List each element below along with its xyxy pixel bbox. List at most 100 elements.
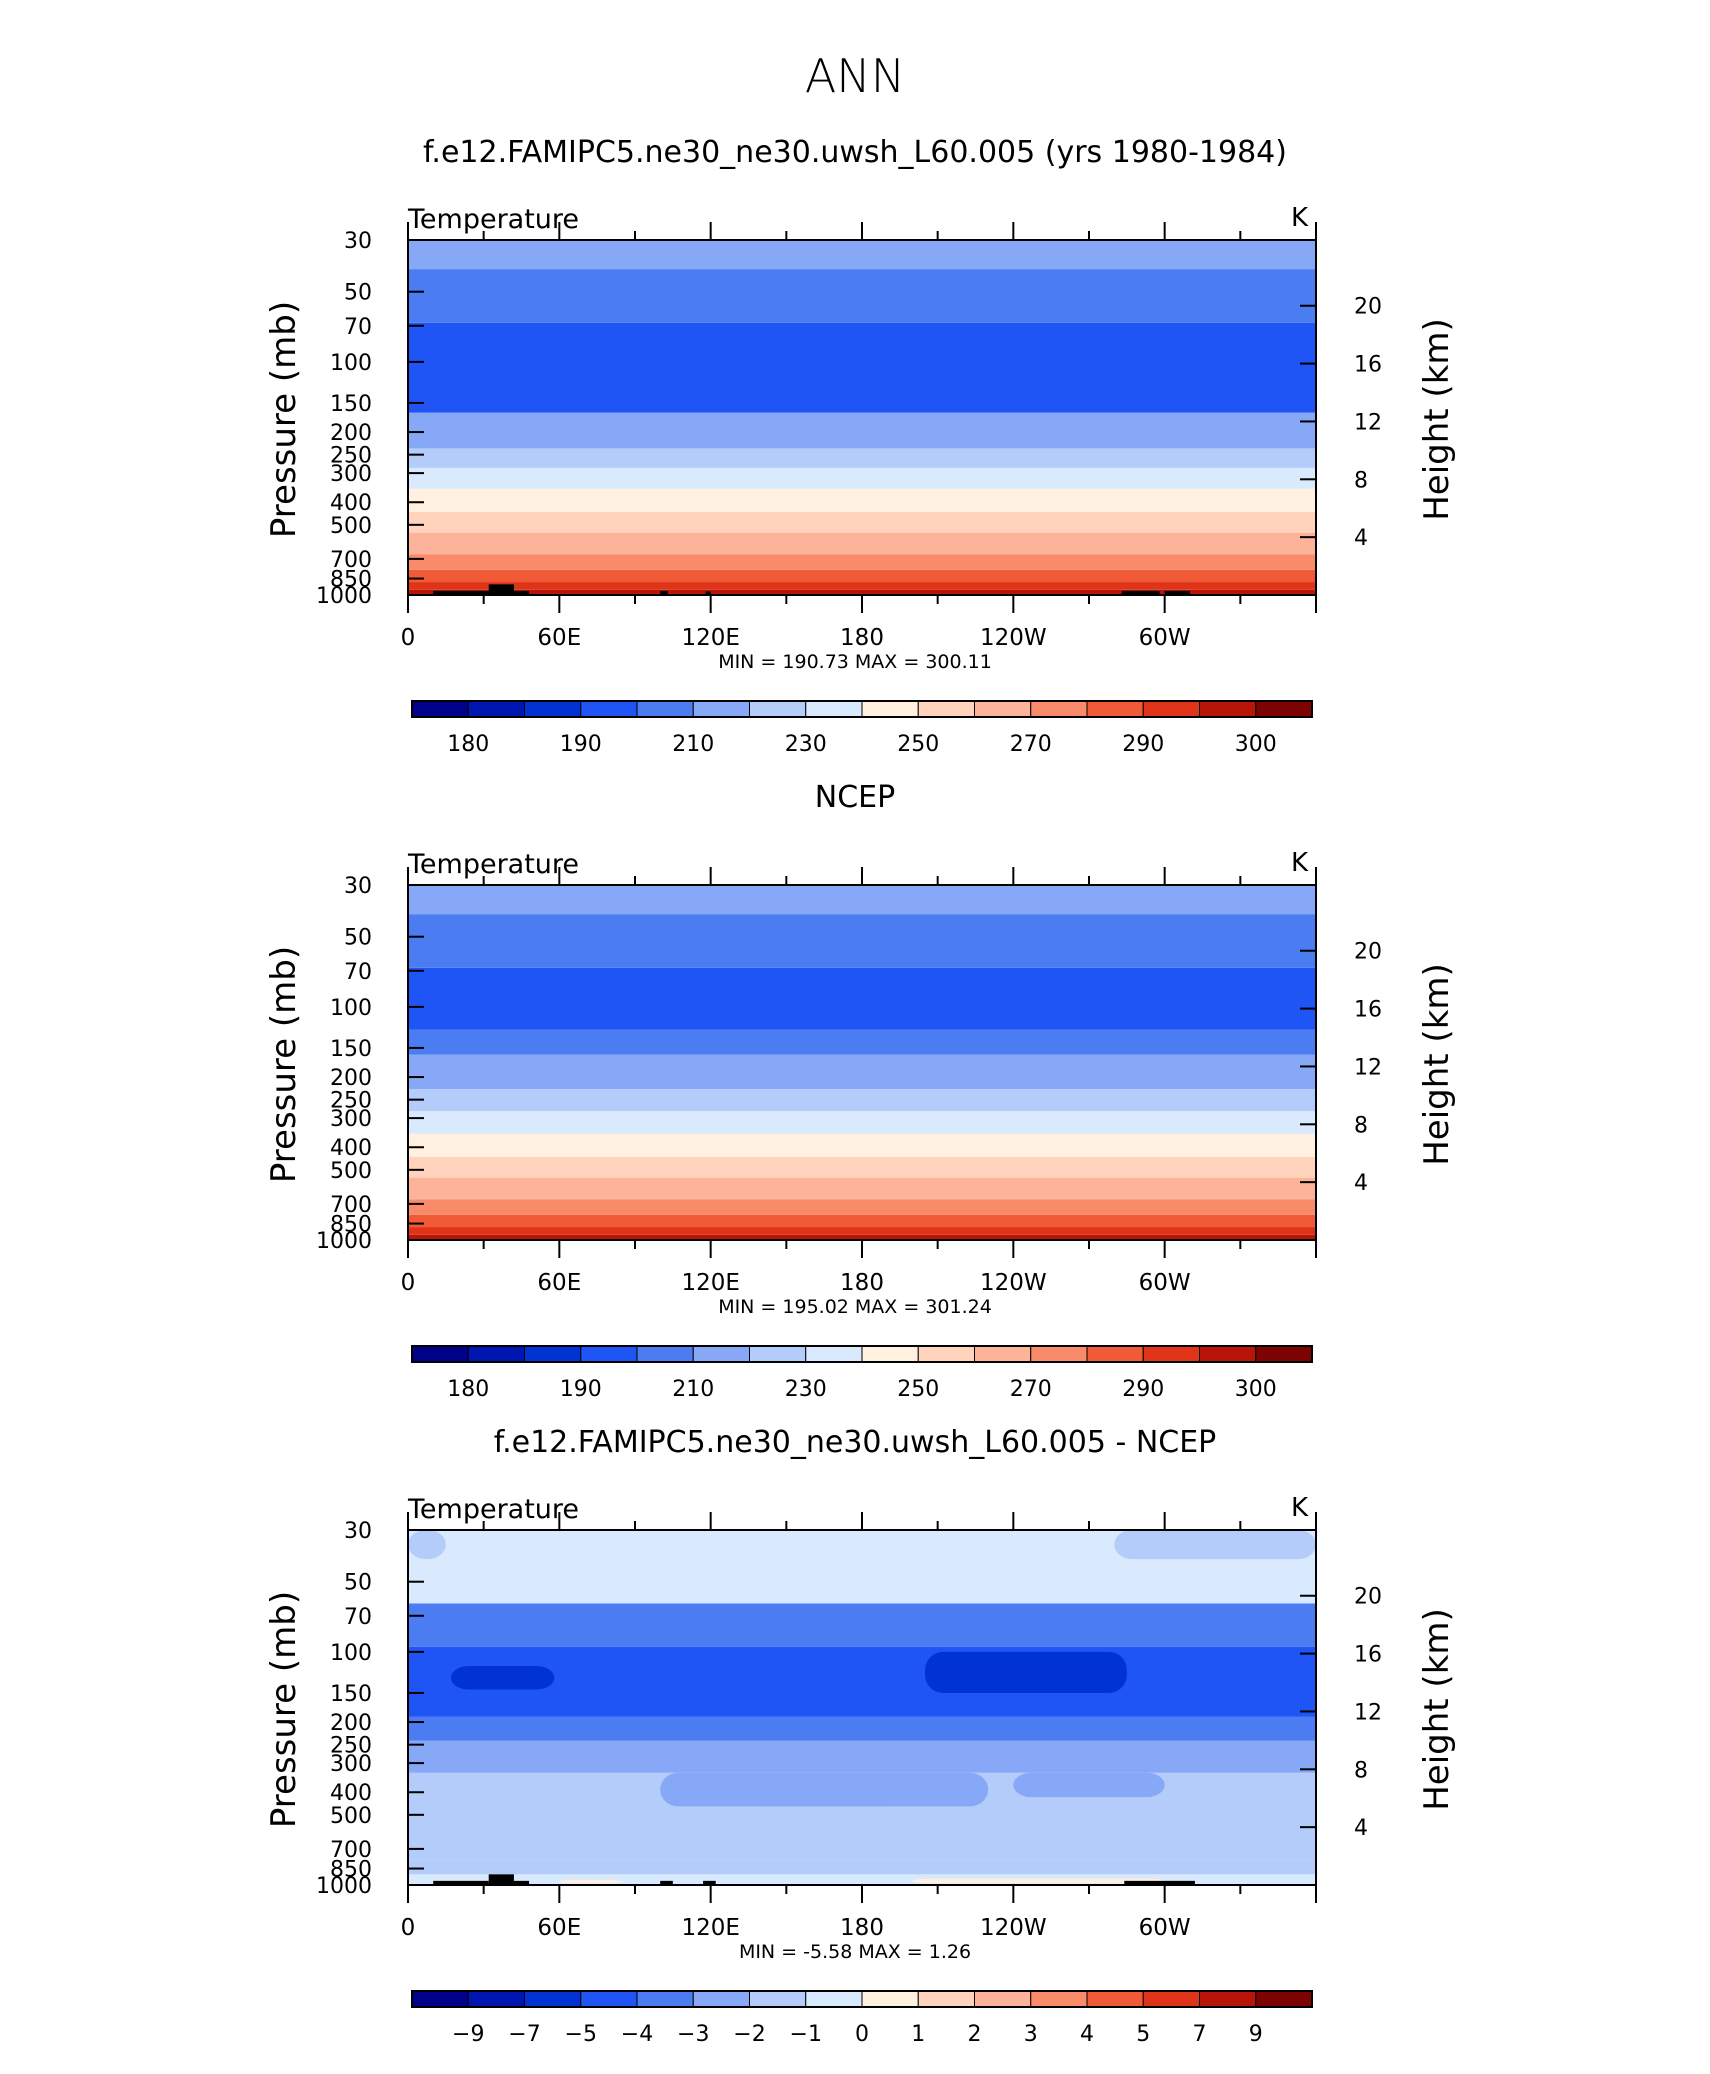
y-right-tick-label: 4 (1354, 1171, 1368, 1196)
colorbar-label: 180 (447, 732, 489, 757)
contour-band (408, 1111, 1316, 1134)
colorbar-swatch (749, 700, 807, 718)
x-tick-label: 60E (537, 1915, 581, 1941)
colorbar: 180 190 210 230 250 270 290 300 (411, 1345, 1313, 1402)
y-tick-label: 50 (344, 926, 372, 951)
contour-patch (1013, 1772, 1165, 1798)
x-tick-label: 60E (537, 625, 581, 651)
colorbar-swatch (805, 1345, 863, 1363)
colorbar-label: 4 (1080, 2022, 1094, 2047)
colorbar-label: 1 (911, 2022, 925, 2047)
y-tick-label: 30 (344, 874, 372, 899)
colorbar-swatch (1142, 1990, 1200, 2008)
y-right-tick-label: 20 (1354, 940, 1382, 965)
colorbar-label: 0 (855, 2022, 869, 2047)
y-tick-label: 250 (330, 1734, 372, 1759)
contour-band (408, 582, 1316, 590)
page-title: ANN (805, 49, 905, 103)
colorbar-swatch (636, 1990, 694, 2008)
contour-band (408, 467, 1316, 489)
colorbar-swatch (636, 700, 694, 718)
colorbar-swatch (467, 1990, 525, 2008)
colorbar-swatch (692, 1990, 750, 2008)
variable-label: Temperature (407, 204, 579, 235)
terrain-mask (1121, 590, 1160, 595)
y-tick-label: 30 (344, 1519, 372, 1544)
colorbar-swatch (917, 1345, 975, 1363)
colorbar-label: −4 (621, 2022, 653, 2047)
contour-band (408, 1088, 1316, 1112)
min-max-stats: MIN = 195.02 MAX = 301.24 (718, 1296, 992, 1318)
panel-title: f.e12.FAMIPC5.ne30_ne30.uwsh_L60.005 (yr… (423, 135, 1287, 170)
contour-band (408, 1646, 1316, 1717)
colorbar-swatch (1030, 1990, 1088, 2008)
y-right-tick-label: 8 (1354, 1113, 1368, 1138)
y-tick-label: 500 (330, 514, 372, 539)
y-tick-label: 1000 (316, 1229, 372, 1254)
y-tick-label: 70 (344, 315, 372, 340)
colorbar-label: 270 (1010, 1377, 1052, 1402)
contour-band (408, 1603, 1316, 1647)
min-max-stats: MIN = -5.58 MAX = 1.26 (739, 1941, 971, 1963)
contour-field (408, 1530, 1316, 1885)
y-tick-label: 250 (330, 444, 372, 469)
variable-label: Temperature (407, 849, 579, 880)
chart-panel-2: NCEP Temperature K 0 60E 120E 180 120W 60W 30 50 70… (264, 780, 1457, 1402)
x-tick-label: 0 (401, 1915, 416, 1941)
colorbar-label: −7 (508, 2022, 540, 2047)
colorbar-swatch (411, 1345, 469, 1363)
y-tick-label: 250 (330, 1089, 372, 1114)
y-tick-label: 100 (330, 351, 372, 376)
terrain-mask (513, 1880, 530, 1885)
y-right-axis-label: Height (km) (1417, 963, 1457, 1166)
contour-band (408, 1874, 1316, 1885)
colorbar-swatch (1030, 1345, 1088, 1363)
contour-band (408, 269, 1316, 323)
x-tick-label: 120W (980, 1915, 1047, 1941)
y-tick-label: 700 (330, 1193, 372, 1218)
y-right-tick-label: 20 (1354, 1585, 1382, 1610)
x-tick-label: 120E (681, 625, 739, 651)
contour-patch (660, 1772, 989, 1807)
colorbar: 180 190 210 230 250 270 290 300 (411, 700, 1313, 757)
colorbar-label: −5 (565, 2022, 597, 2047)
contour-field (408, 885, 1316, 1240)
contour-patch (408, 1530, 446, 1560)
chart-panel-1: f.e12.FAMIPC5.ne30_ne30.uwsh_L60.005 (yr… (264, 135, 1457, 757)
colorbar-label: −9 (452, 2022, 484, 2047)
y-tick-label: 150 (330, 1037, 372, 1062)
colorbar: −9 −7 −5 −4 −3 −2 −1 0 1 2 3 4 5 7 9 (411, 1990, 1313, 2047)
y-right-tick-label: 8 (1354, 1758, 1368, 1783)
x-tick-label: 180 (840, 625, 884, 651)
colorbar-label: 250 (897, 732, 939, 757)
contour-band (408, 532, 1316, 555)
colorbar-label: 210 (672, 732, 714, 757)
contour-field (408, 240, 1316, 595)
colorbar-swatch (805, 1990, 863, 2008)
y-tick-label: 1000 (316, 1874, 372, 1899)
y-right-axis-label: Height (km) (1417, 1608, 1457, 1811)
terrain-mask (703, 1880, 716, 1885)
colorbar-label: 190 (560, 1377, 602, 1402)
colorbar-swatch (861, 700, 919, 718)
x-tick-label: 60W (1139, 625, 1191, 651)
colorbar-label: 270 (1010, 732, 1052, 757)
contour-patch (559, 1879, 623, 1884)
y-right-axis-label: Height (km) (1417, 318, 1457, 521)
contour-band (408, 967, 1316, 1030)
chart-panel-3: f.e12.FAMIPC5.ne30_ne30.uwsh_L60.005 - N… (264, 1425, 1457, 2047)
contour-band (408, 322, 1316, 413)
terrain-mask (1124, 1880, 1195, 1885)
colorbar-swatch (861, 1990, 919, 2008)
contour-band (408, 589, 1316, 595)
y-tick-label: 300 (330, 1107, 372, 1132)
contour-band (408, 488, 1316, 512)
colorbar-swatch (974, 700, 1032, 718)
contour-band (408, 1029, 1316, 1055)
units-label: K (1291, 1493, 1309, 1523)
colorbar-swatch (1199, 1345, 1257, 1363)
colorbar-swatch (580, 700, 638, 718)
y-tick-label: 70 (344, 960, 372, 985)
contour-patch (1114, 1530, 1316, 1560)
